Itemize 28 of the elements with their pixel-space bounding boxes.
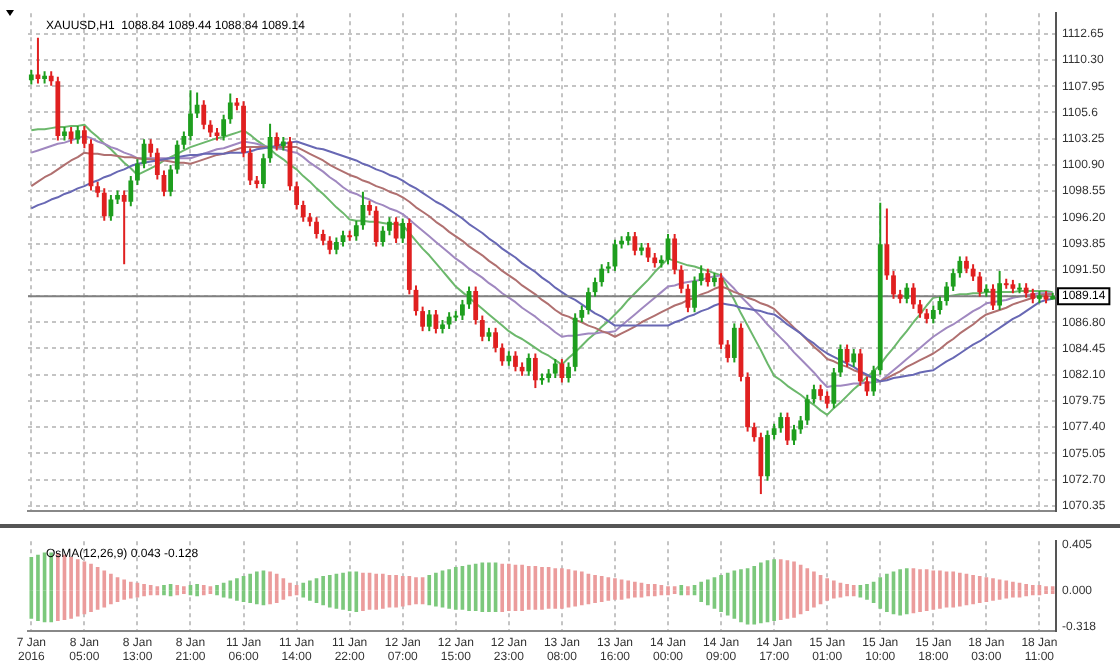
candlestick [778, 411, 784, 434]
candlestick [426, 308, 432, 333]
candlestick [997, 269, 1003, 311]
candlestick [632, 230, 638, 257]
candlestick [314, 216, 319, 240]
candlestick [911, 282, 916, 310]
candlestick [201, 99, 207, 131]
candlestick [904, 282, 910, 305]
candlestick [101, 187, 107, 222]
candlestick [758, 431, 764, 496]
candlestick [784, 411, 790, 446]
candlestick [188, 89, 193, 142]
candlestick [513, 350, 518, 373]
candlestick [380, 225, 386, 248]
candlestick [532, 352, 538, 390]
candlestick [400, 217, 406, 245]
candlestick [526, 352, 532, 377]
candlestick [977, 271, 983, 298]
candlestick [373, 205, 379, 248]
candlestick [433, 308, 439, 335]
candlestick [552, 358, 558, 380]
candlestick [121, 189, 127, 266]
candlestick [731, 322, 737, 364]
candlestick [765, 429, 770, 482]
candlestick [559, 358, 565, 384]
candlestick [804, 393, 810, 426]
candlestick [586, 286, 591, 316]
candlestick [645, 242, 651, 263]
